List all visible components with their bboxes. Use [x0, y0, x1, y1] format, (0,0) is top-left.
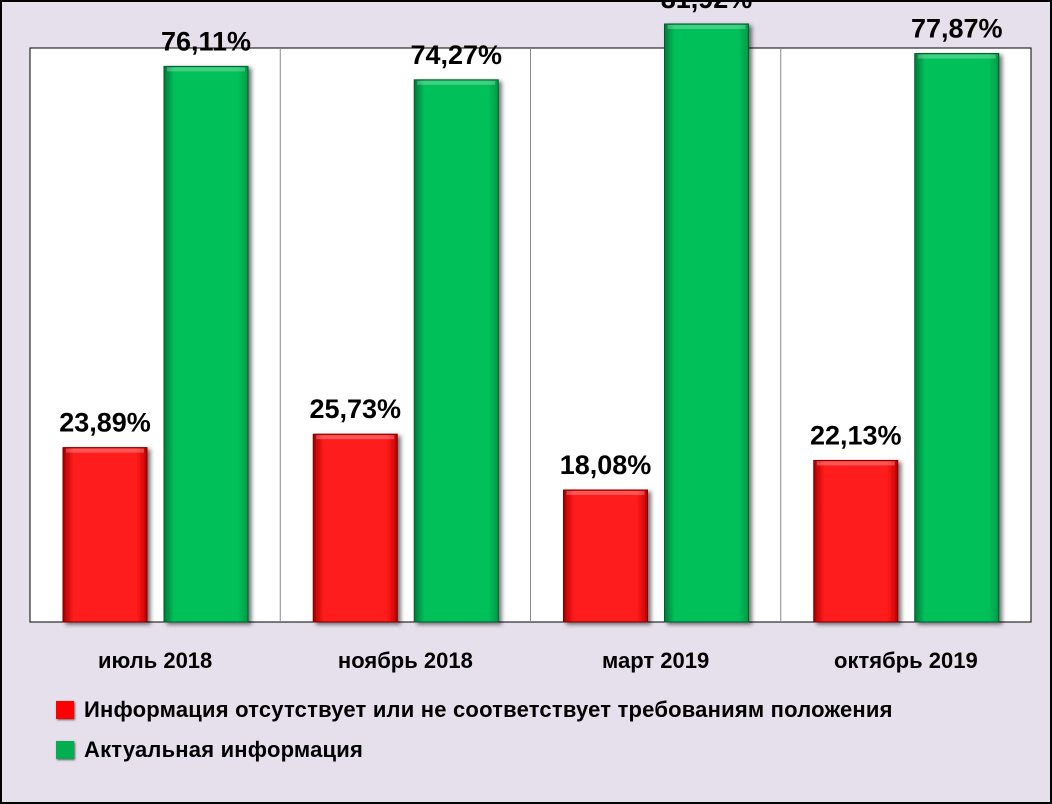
data-label-missing-3: 18,08% — [560, 450, 652, 480]
data-label-missing-4: 22,13% — [810, 420, 902, 450]
bar-missing-2 — [312, 433, 398, 623]
bar-highlight-actual-2 — [417, 80, 496, 85]
category-label-4: октябрь 2019 — [834, 648, 978, 673]
chart-legend: Информация отсутствует или не соответств… — [56, 690, 893, 770]
legend-item-missing: Информация отсутствует или не соответств… — [56, 690, 893, 730]
bar-highlight-missing-4 — [816, 461, 895, 466]
bar-highlight-missing-3 — [566, 491, 645, 496]
bar-highlight-missing-2 — [316, 435, 395, 440]
bar-actual-1 — [163, 65, 249, 623]
bar-actual-2 — [413, 79, 499, 623]
bar-missing-4 — [813, 459, 899, 623]
data-label-missing-2: 25,73% — [309, 394, 401, 424]
bar-highlight-actual-4 — [917, 54, 996, 59]
bar-missing-1 — [62, 447, 148, 623]
category-label-1: июль 2018 — [98, 648, 212, 673]
bar-missing-3 — [563, 489, 648, 623]
bar-highlight-actual-1 — [167, 67, 245, 72]
bar-highlight-actual-3 — [667, 24, 746, 29]
data-label-actual-1: 76,11% — [161, 26, 251, 56]
data-label-missing-1: 23,89% — [59, 408, 151, 438]
bar-highlight-missing-1 — [66, 448, 144, 453]
data-label-actual-4: 77,87% — [911, 14, 1003, 44]
legend-item-actual: Актуальная информация — [56, 730, 893, 770]
bar-actual-4 — [914, 53, 1000, 623]
bar-actual-3 — [664, 23, 749, 623]
data-label-actual-3: 81,92% — [661, 0, 753, 14]
bar-chart: 23,89% 25,73% 18,08% 22,13% 76,11% 74,27% 81,9… — [29, 0, 1032, 673]
legend-label-actual: Актуальная информация — [84, 737, 364, 762]
category-label-2: ноябрь 2018 — [338, 648, 473, 673]
category-label-3: март 2019 — [602, 648, 709, 673]
legend-label-missing: Информация отсутствует или не соответств… — [84, 697, 893, 722]
legend-swatch-red — [56, 701, 74, 719]
legend-swatch-green — [56, 741, 74, 759]
data-label-actual-2: 74,27% — [410, 40, 502, 70]
